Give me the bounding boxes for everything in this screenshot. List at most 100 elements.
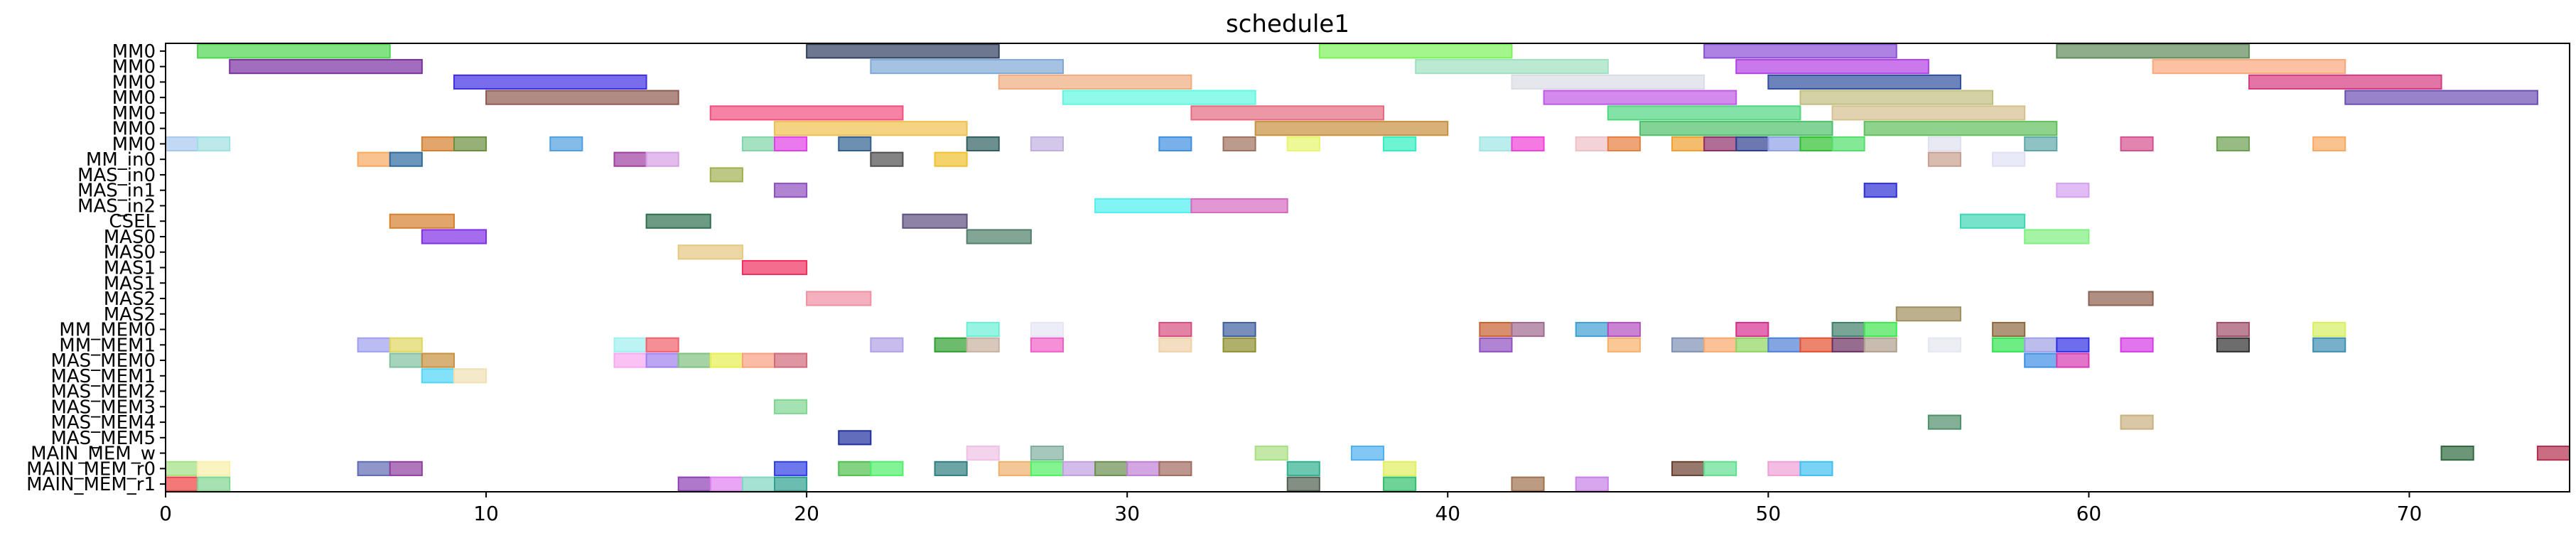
task-bar [838,430,872,446]
task-bar [1222,136,1256,152]
task-bar [966,337,1000,352]
y-tick-label: MM0 [112,57,156,78]
task-bar [1927,337,1961,352]
task-bar [197,136,231,152]
task-bar [645,337,679,352]
task-bar [1062,461,1096,476]
task-bar [774,183,808,198]
task-bar [709,105,904,121]
task-bar [870,59,1064,75]
y-tick-label: MAS_in2 [77,195,156,217]
task-bar [677,476,711,492]
task-bar [966,446,1000,461]
y-tick-label: MAIN_MEM_r0 [26,458,156,480]
task-bar [1799,461,1833,476]
y-tick-label: MAS1 [104,258,156,279]
task-bar [357,337,391,352]
task-bar [1030,461,1064,476]
y-tick-label: MM0 [112,103,156,124]
task-bar [677,244,743,260]
task-bar [1286,461,1320,476]
task-bar [1607,136,1641,152]
task-bar [645,151,679,167]
task-bar [1479,136,1513,152]
task-bar [645,352,679,368]
task-bar [1799,337,1833,352]
task-bar [389,461,423,476]
y-tick-label: MAS2 [104,304,156,325]
task-bar [1030,321,1064,338]
y-tick-label: MAS0 [104,227,156,248]
y-tick-label: MAS_in1 [77,181,156,202]
task-bar [709,167,743,183]
task-bar [1158,136,1192,152]
task-bar [1703,43,1897,59]
x-tick-label: 40 [1435,502,1460,525]
task-bar [2120,136,2154,152]
y-axis: MM0MM0MM0MM0MM0MM0MM0MM_in0MAS_in0MAS_in… [26,41,166,495]
task-bar [1703,136,1737,152]
task-bar [1863,337,1897,352]
task-bar [421,352,455,368]
task-bar [1607,337,1641,352]
task-bar [357,461,391,476]
task-bar [741,352,776,368]
y-tick-label: MM_MEM1 [59,335,156,356]
task-bar [806,291,872,306]
y-tick-label: MM0 [112,41,156,63]
task-bar [165,136,199,152]
task-bar [2248,74,2442,90]
task-bar [2536,446,2570,461]
x-tick-label: 20 [794,502,819,525]
task-bar [1094,198,1192,214]
x-tick-label: 50 [1756,502,1782,525]
task-bar [1511,74,1705,90]
y-tick-label: MAS_MEM4 [50,412,156,434]
task-bar [613,337,647,352]
y-tick-label: MM0 [112,72,156,93]
x-tick-label: 60 [2076,502,2102,525]
task-bar [229,59,423,75]
task-bar [1062,90,1256,105]
task-bar [2024,337,2058,352]
task-bar [838,136,872,152]
task-bar [1799,90,1994,105]
task-bar [197,476,231,492]
task-bar [998,74,1192,90]
task-bar [1831,321,1865,338]
task-bar [741,476,776,492]
task-bar [1831,136,1865,152]
task-bar [1767,136,1801,152]
y-tick-label: MAIN_MEM_r1 [26,474,156,495]
task-bar [1254,446,1288,461]
task-bar [902,213,968,229]
task-bar [1254,121,1449,136]
y-tick-label: MM0 [112,87,156,109]
task-bar [838,461,872,476]
x-tick-label: 10 [473,502,499,525]
task-bar [1735,337,1769,352]
task-bar [1671,337,1705,352]
task-bar [1543,90,1737,105]
y-tick-label: MM_MEM0 [59,320,156,341]
task-bar [934,461,968,476]
task-bar [870,151,904,167]
y-tick-label: MAIN_MEM_w [31,443,156,465]
task-bar [2024,352,2058,368]
task-bar [1286,476,1320,492]
task-bar [2024,229,2090,244]
task-bar [1735,136,1769,152]
y-tick-label: MAS_MEM2 [50,382,156,403]
task-bar [1607,321,1641,338]
task-bar [485,90,679,105]
task-bar [1639,121,1833,136]
task-bar [453,136,487,152]
task-bar [1158,461,1192,476]
task-bar [613,151,647,167]
task-bar [1863,321,1897,338]
task-bar [1831,337,1865,352]
task-bar [1575,321,1609,338]
task-bar [934,337,968,352]
task-bar [966,321,1000,338]
task-bar [2056,337,2090,352]
